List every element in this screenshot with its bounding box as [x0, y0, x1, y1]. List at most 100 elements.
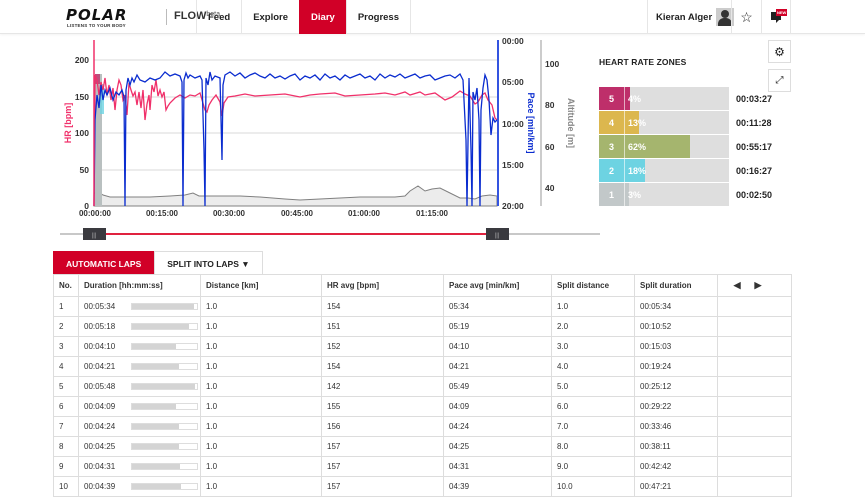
table-row[interactable]: 3 00:04:10 1.0 152 04:10 3.0 00:15:03	[53, 336, 792, 357]
table-row[interactable]: 6 00:04:09 1.0 155 04:09 6.0 00:29:22	[53, 396, 792, 417]
nav-progress[interactable]: Progress	[345, 0, 411, 34]
lap-split-distance-value: 1.0	[557, 302, 569, 311]
lap-split-duration: 00:15:03	[634, 336, 718, 357]
new-badge: NEW	[776, 9, 788, 16]
lap-split-distance: 3.0	[551, 336, 635, 357]
lap-pace-avg: 04:10	[443, 336, 552, 357]
table-row[interactable]: 9 00:04:31 1.0 157 04:31 9.0 00:42:42	[53, 456, 792, 477]
lap-split-duration: 00:29:22	[634, 396, 718, 417]
range-start-handle: |||	[83, 228, 106, 240]
lap-split-duration-value: 00:42:42	[640, 462, 672, 471]
avatar-icon	[716, 8, 735, 26]
lap-pace-avg-value: 05:19	[449, 322, 470, 331]
lap-distance-value: 1.0	[206, 322, 218, 331]
duration-bar	[131, 443, 198, 450]
gear-icon: ⚙	[774, 44, 785, 59]
lap-split-distance: 2.0	[551, 316, 635, 337]
nav-feed[interactable]: Feed	[196, 0, 241, 34]
star-icon: ☆	[740, 8, 753, 25]
hr-zone-5[interactable]: 5 4%	[599, 87, 729, 110]
lap-split-duration: 00:42:42	[634, 456, 718, 477]
lap-split-duration-value: 00:10:52	[640, 322, 672, 331]
hr-axis-ticks: 200 150 100 50 0	[75, 55, 89, 211]
zone-number: 3	[599, 135, 625, 158]
lap-duration-value: 00:04:24	[84, 422, 116, 431]
lap-number: 9	[53, 456, 79, 477]
lap-split-distance-value: 3.0	[557, 342, 569, 351]
lap-number-value: 4	[59, 362, 64, 371]
zone-number: 4	[599, 111, 625, 134]
table-row[interactable]: 8 00:04:25 1.0 157 04:25 8.0 00:38:11	[53, 436, 792, 457]
col-split-distance[interactable]: Split distance	[551, 274, 635, 297]
lap-pace-avg: 04:21	[443, 356, 552, 377]
lap-distance: 1.0	[200, 296, 322, 317]
svg-text:|||: |||	[92, 233, 97, 239]
hr-zone-4[interactable]: 4 13%	[599, 111, 729, 134]
hr-zone-3[interactable]: 3 62%	[599, 135, 729, 158]
table-row[interactable]: 5 00:05:48 1.0 142 05:49 5.0 00:25:12	[53, 376, 792, 397]
lap-duration: 00:04:09	[78, 396, 201, 417]
lap-split-distance-value: 5.0	[557, 382, 569, 391]
col-pace-avg[interactable]: Pace avg [min/km]	[443, 274, 552, 297]
nav-explore[interactable]: Explore	[241, 0, 299, 34]
lap-split-duration-value: 00:19:24	[640, 362, 672, 371]
lap-duration: 00:04:21	[78, 356, 201, 377]
lap-split-distance-value: 6.0	[557, 402, 569, 411]
lap-hr-avg-value: 152	[327, 342, 341, 351]
col-duration[interactable]: Duration [hh:mm:ss]	[78, 274, 201, 297]
messages-button[interactable]: NEW	[761, 0, 791, 34]
lap-split-duration: 00:19:24	[634, 356, 718, 377]
table-row[interactable]: 7 00:04:24 1.0 156 04:24 7.0 00:33:46	[53, 416, 792, 437]
expand-button[interactable]: ⤢	[768, 69, 791, 92]
lap-distance: 1.0	[200, 376, 322, 397]
hr-zone-2[interactable]: 2 18%	[599, 159, 729, 182]
zone-time: 00:03:27	[736, 93, 773, 104]
lap-split-duration: 00:38:11	[634, 436, 718, 457]
lap-hr-avg-value: 154	[327, 362, 341, 371]
svg-text:00:00: 00:00	[502, 36, 524, 46]
hr-zone-1[interactable]: 1 3%	[599, 183, 729, 206]
zone-percent: 18%	[628, 165, 647, 176]
svg-text:50: 50	[80, 165, 90, 175]
lap-split-distance-value: 7.0	[557, 422, 569, 431]
product-name[interactable]: FLOWbeta	[174, 10, 220, 22]
col-no[interactable]: No.	[53, 274, 79, 297]
lap-number-value: 8	[59, 442, 64, 451]
next-columns-button[interactable]: ▶	[754, 280, 776, 290]
favorites-button[interactable]: ☆	[731, 0, 761, 34]
settings-button[interactable]: ⚙	[768, 40, 791, 63]
altitude-axis-label: Altitude [m]	[566, 98, 576, 148]
empty-cell	[717, 356, 792, 377]
col-split-duration[interactable]: Split duration	[634, 274, 718, 297]
lap-distance: 1.0	[200, 436, 322, 457]
polar-logo[interactable]: POLAR LISTENS TO YOUR BODY	[66, 6, 166, 32]
lap-split-duration: 00:05:34	[634, 296, 718, 317]
table-row[interactable]: 2 00:05:18 1.0 151 05:19 2.0 00:10:52	[53, 316, 792, 337]
lap-number: 8	[53, 436, 79, 457]
lap-number: 4	[53, 356, 79, 377]
col-distance[interactable]: Distance [km]	[200, 274, 322, 297]
tab-automatic-laps[interactable]: AUTOMATIC LAPS	[53, 251, 155, 275]
zone-percent: 3%	[628, 189, 642, 200]
zone-number: 5	[599, 87, 625, 110]
laps-tabs: AUTOMATIC LAPS SPLIT INTO LAPS ▼	[53, 251, 263, 275]
prev-columns-button[interactable]: ◀	[733, 280, 755, 290]
table-row[interactable]: 4 00:04:21 1.0 154 04:21 4.0 00:19:24	[53, 356, 792, 377]
user-menu[interactable]: Kieran Alger	[647, 0, 742, 34]
nav-diary[interactable]: Diary	[299, 0, 346, 34]
duration-bar	[131, 323, 198, 330]
training-curve-chart[interactable]: 200 150 100 50 0 HR [bpm] 00:00 05:00 10…	[0, 34, 600, 244]
table-header-row: No. Duration [hh:mm:ss] Distance [km] HR…	[53, 274, 792, 297]
duration-bar	[131, 423, 198, 430]
lap-hr-avg: 156	[321, 416, 444, 437]
logo-divider	[166, 9, 167, 25]
table-row[interactable]: 1 00:05:34 1.0 154 05:34 1.0 00:05:34	[53, 296, 792, 317]
lap-distance: 1.0	[200, 316, 322, 337]
col-hr-avg[interactable]: HR avg [bpm]	[321, 274, 444, 297]
tab-split-into-laps[interactable]: SPLIT INTO LAPS ▼	[154, 251, 263, 275]
lap-split-distance: 9.0	[551, 456, 635, 477]
duration-bar	[131, 403, 198, 410]
lap-pace-avg: 05:34	[443, 296, 552, 317]
duration-bar	[131, 463, 198, 470]
lap-hr-avg-value: 151	[327, 322, 341, 331]
